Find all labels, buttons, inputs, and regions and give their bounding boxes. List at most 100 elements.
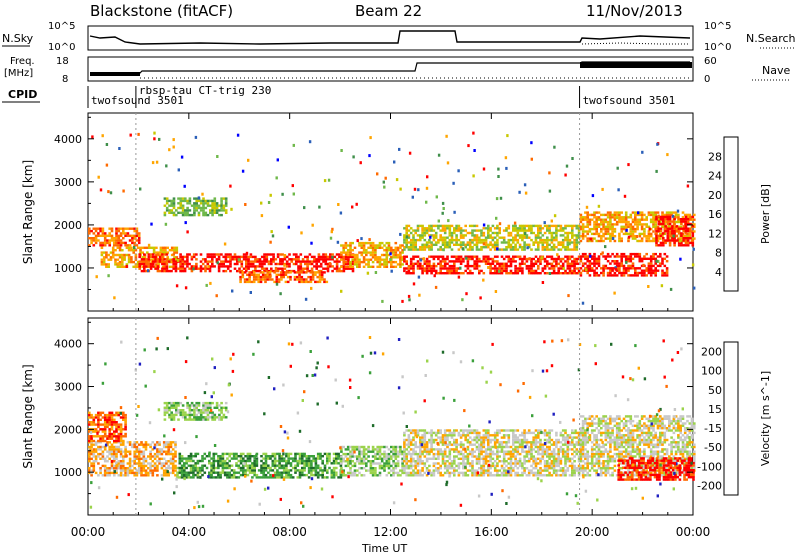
data-cell <box>321 462 324 465</box>
data-cell <box>604 245 607 249</box>
data-cell <box>446 161 450 165</box>
data-cell <box>450 460 454 463</box>
data-cell <box>226 255 230 259</box>
data-cell <box>206 213 210 217</box>
data-cell <box>276 452 279 456</box>
data-cell <box>561 243 565 246</box>
data-cell <box>192 469 195 472</box>
data-cell <box>423 262 427 265</box>
data-cell <box>196 469 200 472</box>
data-cell <box>512 248 515 251</box>
data-cell <box>358 265 361 268</box>
data-cell <box>289 278 292 281</box>
data-cell <box>595 211 598 214</box>
data-cell <box>523 234 526 237</box>
data-cell <box>403 431 406 435</box>
data-cell <box>232 452 236 456</box>
data-cell <box>280 278 283 281</box>
data-cell <box>518 224 522 228</box>
data-cell <box>443 464 447 468</box>
data-cell <box>295 255 298 259</box>
data-cell <box>164 249 167 252</box>
data-cell <box>342 474 345 477</box>
data-cell <box>224 416 228 419</box>
data-cell <box>140 474 143 477</box>
data-cell <box>239 452 243 456</box>
data-cell <box>172 401 176 405</box>
data-cell <box>453 210 456 214</box>
data-cell <box>654 274 657 277</box>
data-cell <box>683 213 687 217</box>
data-cell <box>117 460 121 463</box>
data-cell <box>100 253 104 257</box>
data-cell <box>620 274 623 277</box>
data-cell <box>178 466 182 470</box>
data-cell <box>514 267 517 270</box>
data-cell <box>473 264 476 268</box>
data-cell <box>151 161 155 165</box>
data-cell <box>443 257 447 261</box>
data-cell <box>679 257 682 261</box>
data-cell <box>362 460 366 463</box>
data-cell <box>378 464 382 468</box>
data-cell <box>655 218 658 221</box>
data-cell <box>140 452 143 456</box>
data-cell <box>611 223 614 226</box>
data-cell <box>196 462 200 465</box>
data-cell <box>478 236 481 239</box>
data-cell <box>119 474 123 477</box>
data-cell <box>165 260 169 263</box>
data-cell <box>399 253 402 257</box>
data-cell <box>106 474 109 477</box>
data-cell <box>566 236 570 239</box>
data-cell <box>631 264 635 268</box>
data-cell <box>380 241 384 245</box>
data-cell <box>566 246 570 249</box>
data-cell <box>246 455 250 458</box>
data-cell <box>282 273 285 276</box>
data-cell <box>169 452 173 456</box>
data-cell <box>328 262 332 266</box>
data-cell <box>121 258 124 261</box>
data-cell <box>575 272 579 275</box>
data-cell <box>229 269 232 273</box>
data-cell <box>114 263 117 266</box>
data-cell <box>414 450 417 453</box>
data-cell <box>455 260 458 263</box>
data-cell <box>201 455 204 458</box>
data-cell <box>586 213 589 217</box>
data-cell <box>202 409 205 412</box>
data-cell <box>88 450 91 453</box>
data-cell <box>265 253 269 256</box>
data-cell <box>473 262 476 265</box>
data-cell <box>656 255 660 258</box>
data-cell <box>130 246 133 249</box>
data-cell <box>368 154 371 158</box>
data-cell <box>122 464 125 468</box>
data-cell <box>208 253 212 256</box>
data-cell <box>443 471 447 475</box>
data-cell <box>88 441 91 444</box>
data-cell <box>128 460 132 463</box>
data-cell <box>686 241 690 245</box>
data-cell <box>493 241 497 244</box>
data-cell <box>103 244 107 247</box>
data-cell <box>183 457 186 460</box>
data-cell <box>557 255 560 258</box>
data-cell <box>101 244 105 247</box>
data-cell <box>235 476 238 479</box>
data-cell <box>376 258 379 261</box>
data-cell <box>581 218 585 221</box>
data-cell <box>613 213 617 217</box>
data-cell <box>396 249 400 252</box>
data-cell <box>543 248 547 251</box>
data-cell <box>173 256 176 259</box>
data-cell <box>437 429 440 432</box>
data-cell <box>193 416 196 419</box>
data-cell <box>571 262 574 265</box>
data-cell <box>172 145 175 149</box>
data-cell <box>172 202 176 205</box>
data-cell <box>210 462 213 465</box>
data-cell <box>480 229 483 232</box>
data-cell <box>655 237 658 240</box>
